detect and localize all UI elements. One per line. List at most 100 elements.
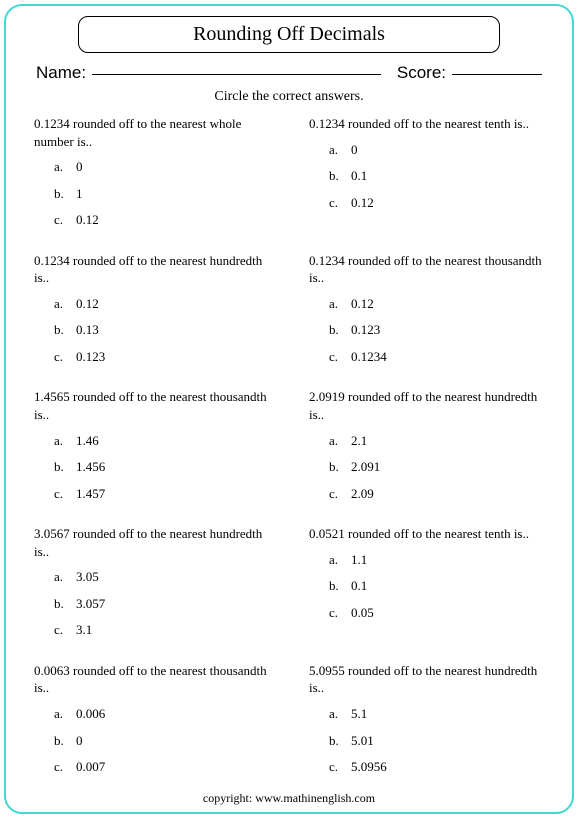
choice-letter: a.: [54, 295, 76, 313]
question: 3.0567 rounded off to the nearest hundre…: [34, 525, 269, 648]
choices: a.1.1b.0.1c.0.05: [309, 551, 544, 622]
worksheet-frame: Rounding Off Decimals Name: Score: Circl…: [4, 4, 574, 814]
question: 2.0919 rounded off to the nearest hundre…: [309, 388, 544, 511]
name-label: Name:: [36, 63, 86, 83]
name-blank-line[interactable]: [92, 74, 381, 75]
header-row: Name: Score:: [28, 63, 550, 83]
choice[interactable]: a.3.05: [54, 568, 269, 586]
choice-letter: b.: [54, 595, 76, 613]
choice-letter: c.: [329, 758, 351, 776]
choice-value: 0: [76, 732, 83, 750]
choice[interactable]: a.0: [329, 141, 544, 159]
choice-value: 0.13: [76, 321, 99, 339]
question: 1.4565 rounded off to the nearest thousa…: [34, 388, 269, 511]
choice[interactable]: b.0: [54, 732, 269, 750]
worksheet-title: Rounding Off Decimals: [78, 16, 500, 53]
choices: a.0.12b.0.13c.0.123: [34, 295, 269, 366]
choice-letter: c.: [329, 485, 351, 503]
choice[interactable]: a.2.1: [329, 432, 544, 450]
choice-letter: c.: [329, 604, 351, 622]
choice-value: 0.123: [76, 348, 105, 366]
choices: a.0.006 b.0 c.0.007: [34, 705, 269, 776]
choice[interactable]: b.0.13: [54, 321, 269, 339]
choices: a.0.12 b.0.123 c.0.1234: [309, 295, 544, 366]
choice-letter: c.: [54, 621, 76, 639]
choice-value: 0.12: [76, 295, 99, 313]
choice-value: 1: [76, 185, 83, 203]
choice-letter: a.: [54, 158, 76, 176]
choice-letter: c.: [329, 194, 351, 212]
question-text: 0.1234 rounded off to the nearest tenth …: [309, 115, 544, 133]
choice[interactable]: b.5.01: [329, 732, 544, 750]
choice[interactable]: c.0.007: [54, 758, 269, 776]
choice[interactable]: c.3.1: [54, 621, 269, 639]
choice-letter: b.: [54, 458, 76, 476]
choice[interactable]: a.0: [54, 158, 269, 176]
choice-value: 3.05: [76, 568, 99, 586]
choice[interactable]: c.2.09: [329, 485, 544, 503]
question: 0.0521 rounded off to the nearest tenth …: [309, 525, 544, 648]
choice[interactable]: a.0.12: [54, 295, 269, 313]
choice-value: 0.05: [351, 604, 374, 622]
choice-value: 0.1: [351, 577, 367, 595]
choices: a.2.1 b.2.091 c.2.09: [309, 432, 544, 503]
choice-letter: a.: [54, 568, 76, 586]
choice-value: 0.006: [76, 705, 105, 723]
choices: a.0 b.0.1 c.0.12: [309, 141, 544, 212]
choice[interactable]: a.0.006: [54, 705, 269, 723]
choice[interactable]: b.2.091: [329, 458, 544, 476]
question-text: 1.4565 rounded off to the nearest thousa…: [34, 388, 269, 423]
choice[interactable]: c.0.12: [329, 194, 544, 212]
question-text: 3.0567 rounded off to the nearest hundre…: [34, 525, 269, 560]
choice-value: 0.007: [76, 758, 105, 776]
choice[interactable]: a.0.12: [329, 295, 544, 313]
choice[interactable]: a.1.46: [54, 432, 269, 450]
choice-letter: c.: [329, 348, 351, 366]
question-text: 0.1234 rounded off to the nearest whole …: [34, 115, 269, 150]
choice[interactable]: b.0.123: [329, 321, 544, 339]
choice[interactable]: b.1.456: [54, 458, 269, 476]
choice-letter: c.: [54, 211, 76, 229]
choices: a.5.1 b.5.01 c.5.0956: [309, 705, 544, 776]
question-text: 5.0955 rounded off to the nearest hundre…: [309, 662, 544, 697]
choice-value: 0: [76, 158, 83, 176]
choice[interactable]: a.1.1: [329, 551, 544, 569]
instructions: Circle the correct answers.: [28, 89, 550, 105]
question-text: 0.0063 rounded off to the nearest thousa…: [34, 662, 269, 697]
choice-value: 2.1: [351, 432, 367, 450]
choice[interactable]: c.0.05: [329, 604, 544, 622]
question: 0.0063 rounded off to the nearest thousa…: [34, 662, 269, 785]
choice[interactable]: b.3.057: [54, 595, 269, 613]
choice-value: 5.01: [351, 732, 374, 750]
choice[interactable]: c.0.123: [54, 348, 269, 366]
choice-value: 3.057: [76, 595, 105, 613]
choice-letter: a.: [329, 432, 351, 450]
question: 0.1234 rounded off to the nearest whole …: [34, 115, 269, 238]
score-blank-line[interactable]: [452, 74, 542, 75]
choice[interactable]: b.0.1: [329, 167, 544, 185]
choice-letter: a.: [329, 551, 351, 569]
choice[interactable]: c.5.0956: [329, 758, 544, 776]
choice-value: 0.123: [351, 321, 380, 339]
choice[interactable]: b.0.1: [329, 577, 544, 595]
choice-letter: b.: [329, 577, 351, 595]
choice-value: 2.09: [351, 485, 374, 503]
choice-value: 0.12: [351, 295, 374, 313]
choice-value: 0.1234: [351, 348, 387, 366]
choice-value: 0: [351, 141, 358, 159]
choice[interactable]: c.0.1234: [329, 348, 544, 366]
choice[interactable]: a.5.1: [329, 705, 544, 723]
choice-value: 1.1: [351, 551, 367, 569]
choice-value: 2.091: [351, 458, 380, 476]
choice-letter: b.: [54, 732, 76, 750]
choice-letter: b.: [54, 185, 76, 203]
question: 5.0955 rounded off to the nearest hundre…: [309, 662, 544, 785]
question-text: 0.1234 rounded off to the nearest hundre…: [34, 252, 269, 287]
choice[interactable]: c.0.12: [54, 211, 269, 229]
choice-letter: b.: [54, 321, 76, 339]
choice-letter: b.: [329, 167, 351, 185]
choice[interactable]: c.1.457: [54, 485, 269, 503]
choice-value: 5.1: [351, 705, 367, 723]
copyright: copyright: www.mathinenglish.com: [6, 791, 572, 806]
choice[interactable]: b.1: [54, 185, 269, 203]
